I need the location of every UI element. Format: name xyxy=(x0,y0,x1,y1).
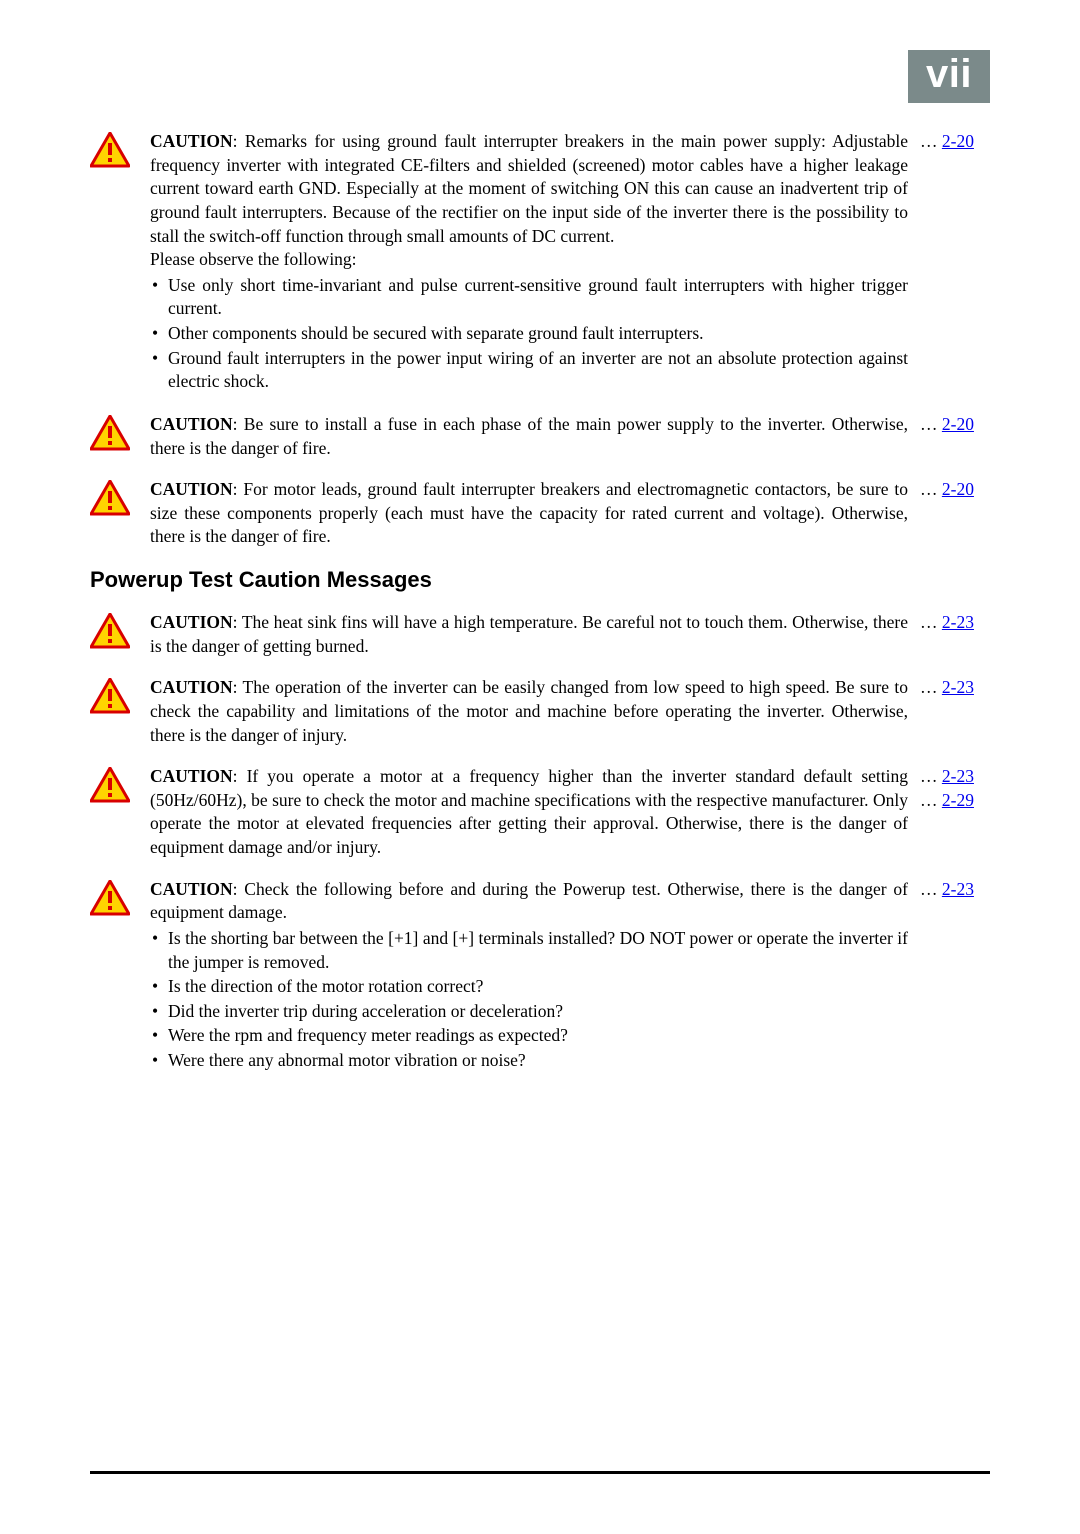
caution-text: CAUTION: The heat sink fins will have a … xyxy=(150,611,920,658)
caution-bullet: Other components should be secured with … xyxy=(150,322,908,346)
footer-rule xyxy=(90,1471,990,1474)
caution-lead: CAUTION xyxy=(150,479,233,499)
page-ref: … 2-20 xyxy=(920,130,990,154)
caution-block: CAUTION: For motor leads, ground fault i… xyxy=(90,478,990,549)
caution-triangle xyxy=(90,678,130,714)
caution-icon xyxy=(90,767,150,803)
caution-bullet: Use only short time-invariant and pulse … xyxy=(150,274,908,321)
page-ref: … 2-20 xyxy=(920,478,990,502)
caution-refs: … 2-23 xyxy=(920,611,990,635)
caution-icon xyxy=(90,678,150,714)
caution-icon-col xyxy=(90,611,150,649)
caution-text: CAUTION: The operation of the inverter c… xyxy=(150,676,920,747)
caution-bullet: Were there any abnormal motor vibration … xyxy=(150,1049,908,1073)
page-ref-link[interactable]: 2-29 xyxy=(942,790,974,810)
caution-triangle xyxy=(90,613,130,649)
caution-refs: … 2-23… 2-29 xyxy=(920,765,990,812)
caution-text: CAUTION: Be sure to install a fuse in ea… xyxy=(150,413,920,460)
page-ref: … 2-23 xyxy=(920,611,990,635)
caution-lead: CAUTION xyxy=(150,414,233,434)
caution-lead: CAUTION xyxy=(150,131,233,151)
caution-body: : For motor leads, ground fault interrup… xyxy=(150,479,908,546)
section-heading-powerup: Powerup Test Caution Messages xyxy=(90,567,990,593)
caution-body: : The operation of the inverter can be e… xyxy=(150,677,908,744)
caution-icon xyxy=(90,415,150,451)
caution-lead: CAUTION xyxy=(150,879,233,899)
caution-refs: … 2-23 xyxy=(920,878,990,902)
caution-triangle xyxy=(90,132,130,168)
caution-icon-col xyxy=(90,878,150,916)
page-ref-link[interactable]: 2-20 xyxy=(942,414,974,434)
caution-refs: … 2-20 xyxy=(920,478,990,502)
page-number-tab: vii xyxy=(908,50,990,103)
page-ref-link[interactable]: 2-23 xyxy=(942,766,974,786)
page-ref: … 2-23 xyxy=(920,765,990,789)
page-ref: … 2-23 xyxy=(920,676,990,700)
caution-refs: … 2-20 xyxy=(920,130,990,154)
page-ref-link[interactable]: 2-23 xyxy=(942,879,974,899)
caution-bullet: Were the rpm and frequency meter reading… xyxy=(150,1024,908,1048)
page-ref: … 2-20 xyxy=(920,413,990,437)
caution-icon-col xyxy=(90,130,150,168)
page-content: CAUTION: Remarks for using ground fault … xyxy=(90,130,990,1074)
caution-icon-col xyxy=(90,765,150,803)
caution-block: CAUTION: Be sure to install a fuse in ea… xyxy=(90,413,990,460)
caution-text: CAUTION: Remarks for using ground fault … xyxy=(150,130,920,395)
caution-block: CAUTION: The operation of the inverter c… xyxy=(90,676,990,747)
caution-lead: CAUTION xyxy=(150,766,233,786)
page-ref-link[interactable]: 2-23 xyxy=(942,612,974,632)
caution-triangle xyxy=(90,415,130,451)
caution-block: CAUTION: Remarks for using ground fault … xyxy=(90,130,990,395)
caution-refs: … 2-20 xyxy=(920,413,990,437)
caution-bullet: Is the shorting bar between the [+1] and… xyxy=(150,927,908,974)
caution-icon xyxy=(90,880,150,916)
caution-bullet: Ground fault interrupters in the power i… xyxy=(150,347,908,394)
caution-icon-col xyxy=(90,478,150,516)
caution-block: CAUTION: The heat sink fins will have a … xyxy=(90,611,990,658)
caution-bullet: Is the direction of the motor rotation c… xyxy=(150,975,908,999)
page-ref-link[interactable]: 2-20 xyxy=(942,479,974,499)
caution-triangle xyxy=(90,480,130,516)
page-ref: … 2-23 xyxy=(920,878,990,902)
caution-icon xyxy=(90,132,150,168)
caution-triangle xyxy=(90,880,130,916)
caution-body: : Be sure to install a fuse in each phas… xyxy=(150,414,908,458)
caution-lead: CAUTION xyxy=(150,677,233,697)
caution-follow-text: Please observe the following: xyxy=(150,248,908,272)
caution-triangle xyxy=(90,767,130,803)
caution-block: CAUTION: If you operate a motor at a fre… xyxy=(90,765,990,860)
caution-refs: … 2-23 xyxy=(920,676,990,700)
caution-body: : The heat sink fins will have a high te… xyxy=(150,612,908,656)
page-ref-link[interactable]: 2-23 xyxy=(942,677,974,697)
caution-icon xyxy=(90,480,150,516)
caution-lead: CAUTION xyxy=(150,612,233,632)
caution-body: : If you operate a motor at a frequency … xyxy=(150,766,908,857)
caution-block: CAUTION: Check the following before and … xyxy=(90,878,990,1074)
page-ref-link[interactable]: 2-20 xyxy=(942,131,974,151)
caution-icon-col xyxy=(90,413,150,451)
caution-bullet-list: Use only short time-invariant and pulse … xyxy=(150,274,908,394)
caution-text: CAUTION: For motor leads, ground fault i… xyxy=(150,478,920,549)
caution-icon xyxy=(90,613,150,649)
caution-bullet: Did the inverter trip during acceleratio… xyxy=(150,1000,908,1024)
caution-body: : Check the following before and during … xyxy=(150,879,908,923)
caution-bullet-list: Is the shorting bar between the [+1] and… xyxy=(150,927,908,1073)
caution-icon-col xyxy=(90,676,150,714)
caution-text: CAUTION: Check the following before and … xyxy=(150,878,920,1074)
caution-text: CAUTION: If you operate a motor at a fre… xyxy=(150,765,920,860)
page-ref: … 2-29 xyxy=(920,789,990,813)
caution-body: : Remarks for using ground fault interru… xyxy=(150,131,908,246)
